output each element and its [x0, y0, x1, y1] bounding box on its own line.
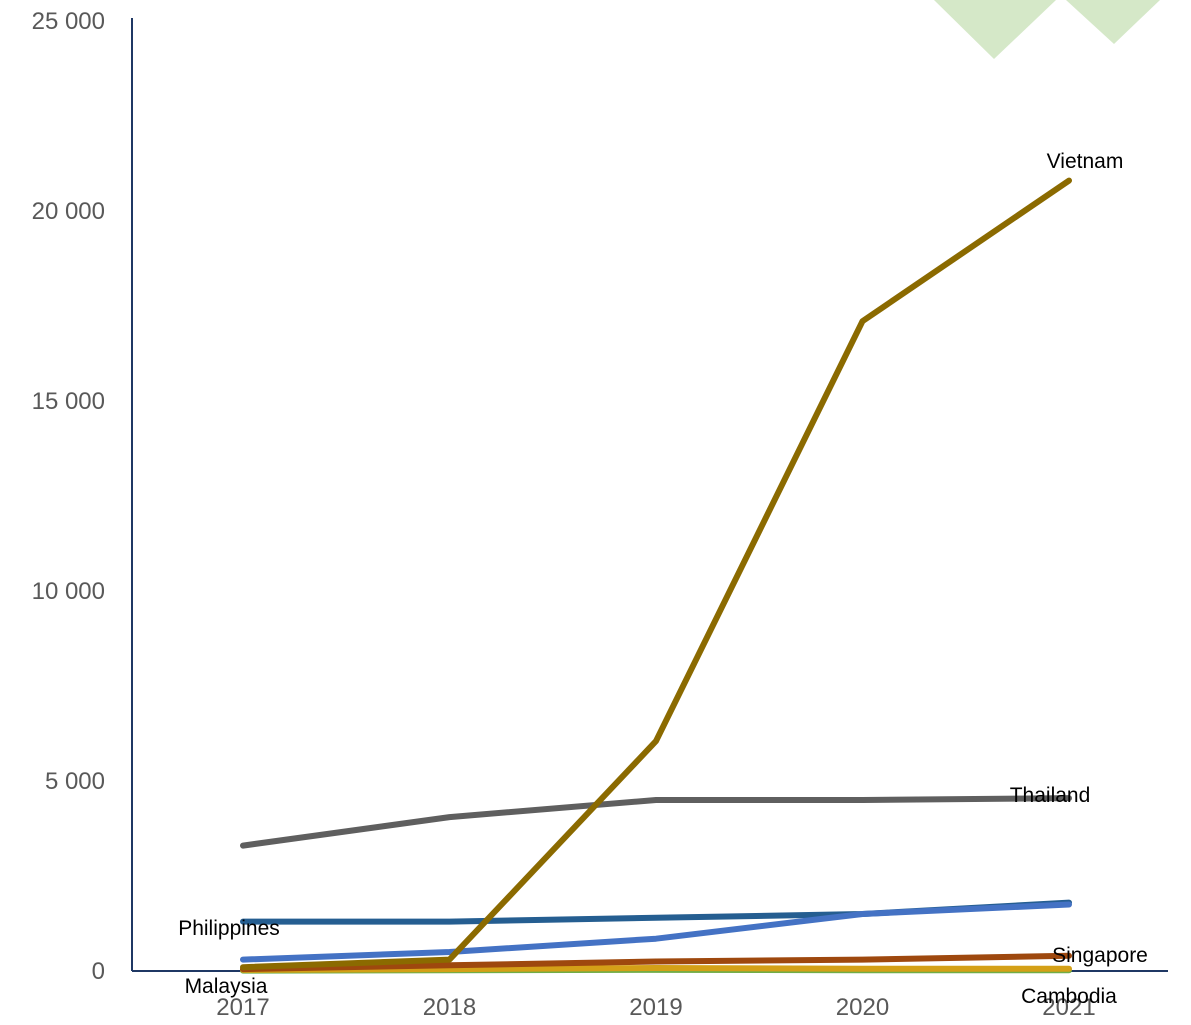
y-axis-ticks: 0 5 000 10 000 15 000 20 000 25 000 [32, 8, 105, 985]
series-lines [240, 177, 1072, 974]
x-axis-ticks: 2017 2018 2019 2020 2021 [216, 994, 1095, 1021]
x-tick-label: 2017 [216, 994, 269, 1021]
series-labels: Vietnam Thailand Philippines Singapore Malay… [178, 150, 1148, 1008]
series-label: Singapore [1052, 944, 1148, 967]
y-tick-label: 5 000 [45, 768, 105, 795]
x-tick-label: 2019 [629, 994, 682, 1021]
series-label: Thailand [1010, 784, 1091, 807]
y-tick-label: 20 000 [32, 198, 105, 225]
series-line [240, 952, 1072, 973]
decor-triangle [934, 0, 1056, 59]
series-line [240, 177, 1072, 971]
decorative-triangles [934, 0, 1160, 59]
x-tick-label: 2020 [836, 994, 889, 1021]
x-tick-label: 2018 [423, 994, 476, 1021]
series-label: Philippines [178, 917, 280, 940]
y-tick-label: 15 000 [32, 388, 105, 415]
series-label: Vietnam [1047, 150, 1124, 173]
series-label: Cambodia [1021, 985, 1117, 1008]
series-line [240, 901, 1072, 963]
decor-triangle [1066, 0, 1160, 44]
y-tick-label: 25 000 [32, 8, 105, 35]
series-label: Malaysia [185, 975, 268, 998]
y-tick-label: 0 [92, 958, 105, 985]
y-tick-label: 10 000 [32, 578, 105, 605]
series-line [240, 795, 1072, 849]
x-tick-label: 2021 [1042, 994, 1095, 1021]
